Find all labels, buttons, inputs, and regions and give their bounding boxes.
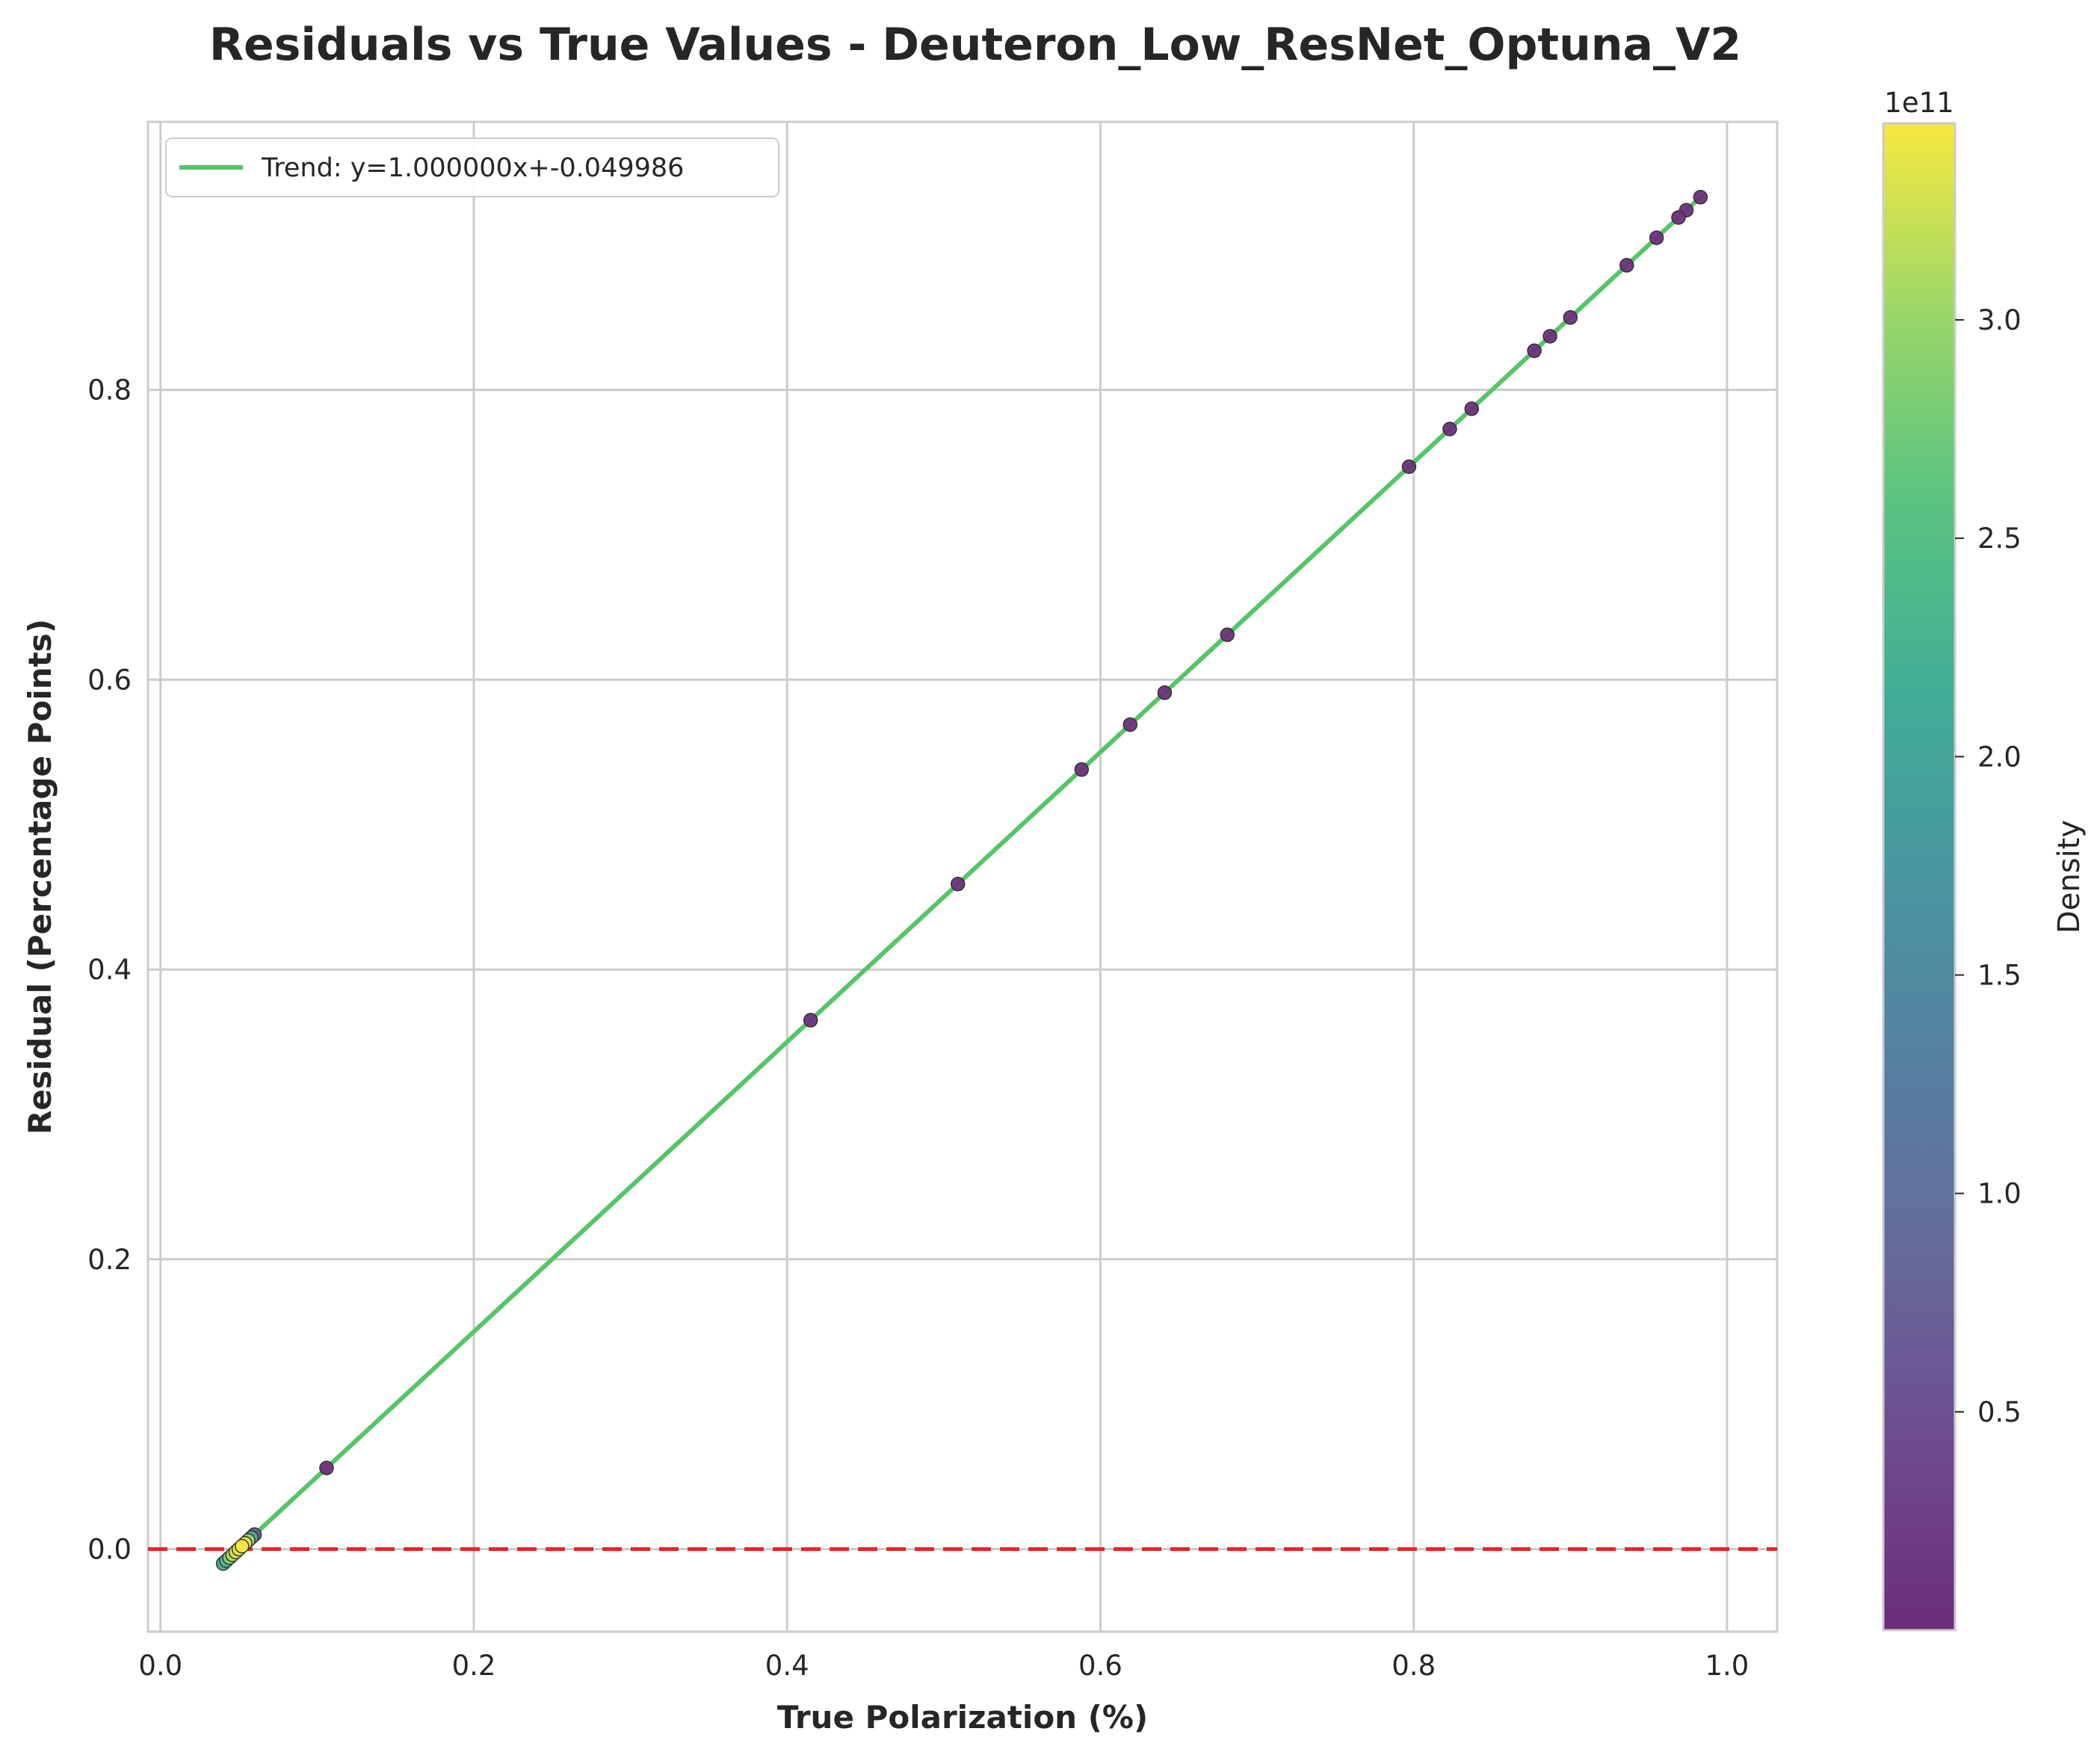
x-axis-label: True Polarization (%) [777,1699,1148,1736]
y-tick-label: 0.2 [87,1244,132,1276]
y-tick-label: 0.8 [87,374,132,407]
x-tick-label: 0.4 [765,1650,809,1682]
scatter-points [215,190,1708,1571]
scatter-point [1074,762,1090,777]
colorbar-label: Density [2052,820,2087,934]
scatter-point [1671,210,1686,225]
scatter-point [1220,627,1235,643]
legend: Trend: y=1.000000x+-0.049986 [165,138,779,197]
grid-lines [148,122,1777,1632]
chart-title: Residuals vs True Values - Deuteron_Low_… [209,19,1741,71]
scatter-point [1157,685,1173,700]
y-axis-label: Residual (Percentage Points) [22,619,58,1135]
colorbar-tick-label: 3.0 [1977,304,2022,336]
scatter-point [803,1013,818,1028]
scatter-point [1542,329,1557,344]
scatter-point [235,1538,250,1554]
x-tick-label: 0.6 [1078,1650,1122,1682]
scatter-point [319,1461,334,1475]
scatter-point [1649,230,1664,245]
scatter-point [1122,717,1138,732]
scatter-point [1464,401,1479,416]
y-tick-label: 0.0 [87,1534,132,1566]
scatter-point [1442,422,1457,437]
scatter-point [1527,343,1542,359]
x-tick-label: 0.2 [452,1650,496,1682]
x-tick-label: 1.0 [1705,1650,1750,1682]
scatter-point [950,876,966,892]
legend-box [165,138,779,197]
x-tick-labels: 0.0 0.2 0.4 0.6 0.8 1.0 [138,1650,1749,1682]
colorbar-tick-label: 2.0 [1977,741,2022,773]
colorbar-offset-text: 1e11 [1884,87,1954,119]
colorbar-tick-label: 0.5 [1977,1396,2022,1428]
scatter-point [1401,459,1417,475]
colorbar-tick-label: 1.5 [1977,959,2022,991]
colorbar [1882,122,1957,1632]
y-tick-labels: 0.0 0.2 0.4 0.6 0.8 [87,374,132,1566]
colorbar-tick-label: 1.0 [1977,1178,2022,1210]
colorbar-ticks: 0.5 1.0 1.5 2.0 2.5 3.0 [1955,304,2022,1428]
plot-area [146,120,1779,1633]
y-tick-label: 0.4 [87,954,132,986]
scatter-point [1619,258,1634,273]
colorbar-tick-label: 2.5 [1977,522,2022,555]
scatter-point [1563,309,1578,325]
legend-trend-label: Trend: y=1.000000x+-0.049986 [261,153,684,183]
x-tick-label: 0.0 [138,1650,182,1682]
y-tick-label: 0.6 [87,664,132,696]
scatter-point [1693,190,1708,205]
x-tick-label: 0.8 [1392,1650,1436,1682]
